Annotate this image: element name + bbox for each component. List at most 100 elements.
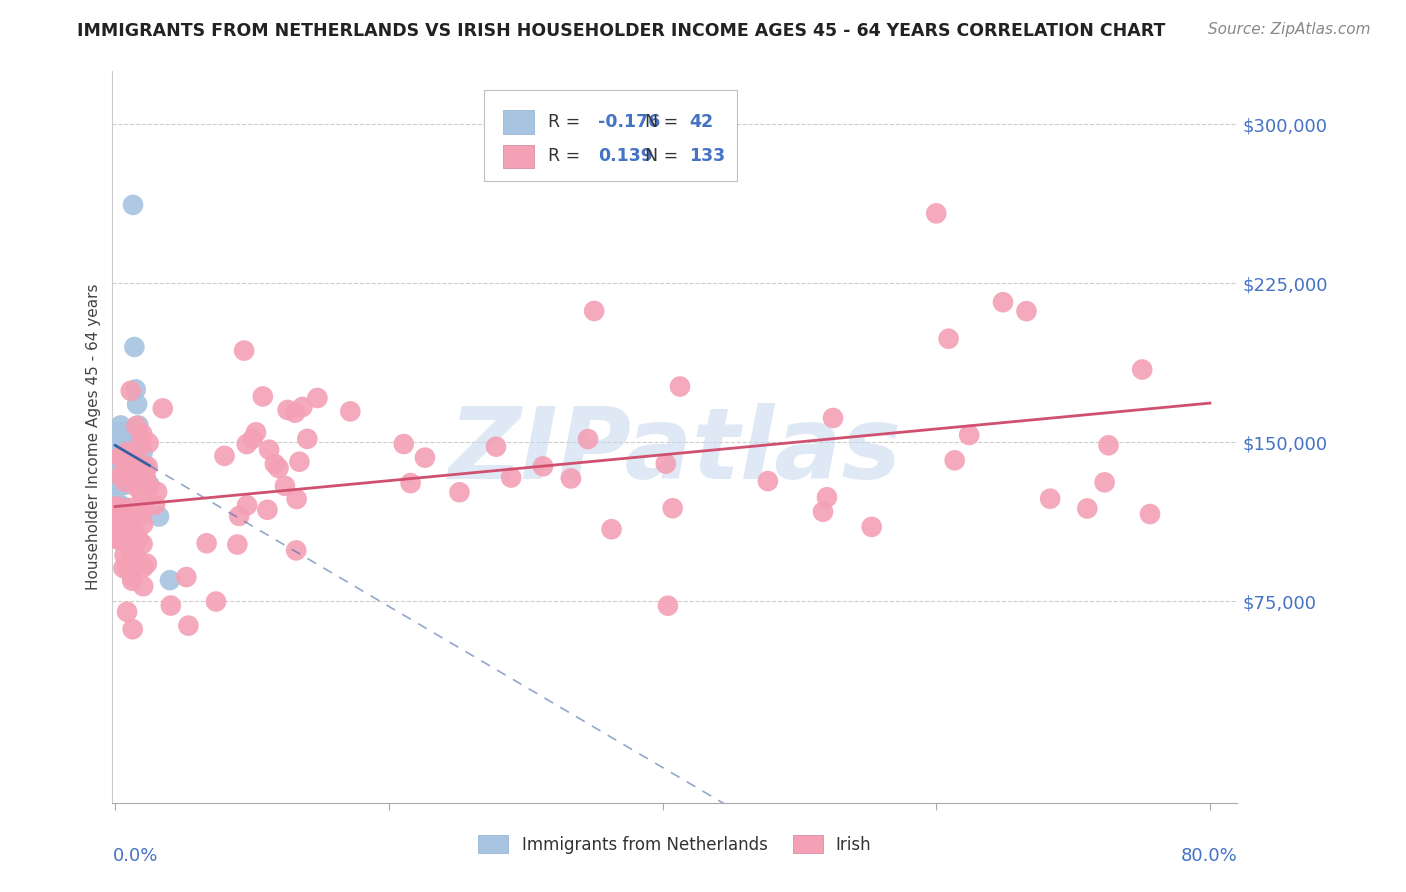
Point xyxy=(195,536,218,550)
Text: ZIPatlas: ZIPatlas xyxy=(449,403,901,500)
Point xyxy=(815,490,838,504)
Point xyxy=(242,432,264,446)
Point xyxy=(135,557,157,571)
Point xyxy=(135,471,157,485)
Point xyxy=(1039,491,1062,506)
Point xyxy=(117,435,139,450)
Point xyxy=(112,452,135,467)
Point xyxy=(399,476,422,491)
Point xyxy=(821,411,844,425)
Point xyxy=(339,404,361,418)
Point xyxy=(117,460,139,475)
Point xyxy=(114,440,136,454)
Point xyxy=(134,492,156,507)
Point xyxy=(120,384,142,398)
Point xyxy=(111,431,134,445)
Point xyxy=(120,446,142,460)
Text: -0.176: -0.176 xyxy=(599,112,661,131)
Point xyxy=(108,533,131,547)
Point xyxy=(114,548,136,562)
Point xyxy=(1130,362,1153,376)
Point xyxy=(128,453,150,467)
Point xyxy=(121,554,143,568)
Point xyxy=(176,570,198,584)
Point xyxy=(114,527,136,541)
Point xyxy=(291,400,314,414)
Point xyxy=(127,552,149,566)
Text: 42: 42 xyxy=(689,112,714,131)
Point xyxy=(127,418,149,433)
Point xyxy=(128,533,150,547)
Point xyxy=(128,431,150,445)
Text: R =: R = xyxy=(548,147,585,165)
Point xyxy=(288,455,311,469)
Point xyxy=(131,474,153,488)
Point xyxy=(132,560,155,574)
Point xyxy=(110,516,132,531)
Point xyxy=(131,427,153,442)
Point xyxy=(112,468,135,483)
Point xyxy=(159,573,181,587)
Point xyxy=(121,622,143,636)
Point xyxy=(131,537,153,551)
Point xyxy=(132,492,155,507)
Point xyxy=(110,516,132,530)
Point xyxy=(245,425,267,440)
Point xyxy=(205,594,228,608)
Bar xyxy=(503,110,534,134)
Point xyxy=(110,477,132,491)
Point xyxy=(938,332,960,346)
Point xyxy=(110,418,132,433)
Point xyxy=(943,453,966,467)
Point xyxy=(111,506,134,520)
Point xyxy=(226,537,249,551)
Point xyxy=(114,477,136,491)
Point xyxy=(108,469,131,483)
Point xyxy=(657,599,679,613)
Point xyxy=(121,574,143,588)
Point xyxy=(110,451,132,466)
Point xyxy=(284,406,307,420)
Point xyxy=(111,460,134,475)
Text: 0.139: 0.139 xyxy=(599,147,654,165)
Point xyxy=(131,435,153,450)
Point xyxy=(121,570,143,584)
Point xyxy=(576,432,599,446)
Point xyxy=(108,446,131,460)
Point xyxy=(105,477,128,491)
Point xyxy=(120,474,142,488)
Point xyxy=(132,579,155,593)
Point xyxy=(110,527,132,541)
Point xyxy=(115,457,138,471)
Point xyxy=(485,440,508,454)
Point xyxy=(122,198,145,212)
Point xyxy=(257,442,280,457)
Point xyxy=(131,446,153,460)
Point xyxy=(108,533,131,547)
Point xyxy=(177,618,200,632)
Point xyxy=(531,459,554,474)
Point xyxy=(267,461,290,475)
Point xyxy=(124,526,146,541)
Y-axis label: Householder Income Ages 45 - 64 years: Householder Income Ages 45 - 64 years xyxy=(86,284,101,591)
Point xyxy=(115,425,138,439)
Point xyxy=(756,474,779,488)
Text: R =: R = xyxy=(548,112,585,131)
Point xyxy=(129,508,152,522)
Point xyxy=(112,435,135,450)
Point xyxy=(118,460,141,475)
Point xyxy=(117,456,139,470)
Legend: Immigrants from Netherlands, Irish: Immigrants from Netherlands, Irish xyxy=(471,829,879,860)
Point xyxy=(114,457,136,471)
Text: 0.0%: 0.0% xyxy=(112,847,157,864)
Point xyxy=(115,605,138,619)
Point xyxy=(107,518,129,533)
Point xyxy=(108,425,131,439)
Point xyxy=(256,503,278,517)
Point xyxy=(118,448,141,462)
Point xyxy=(560,471,582,485)
Text: 133: 133 xyxy=(689,147,725,165)
Point xyxy=(105,494,128,508)
Point xyxy=(108,527,131,541)
Point xyxy=(991,295,1014,310)
